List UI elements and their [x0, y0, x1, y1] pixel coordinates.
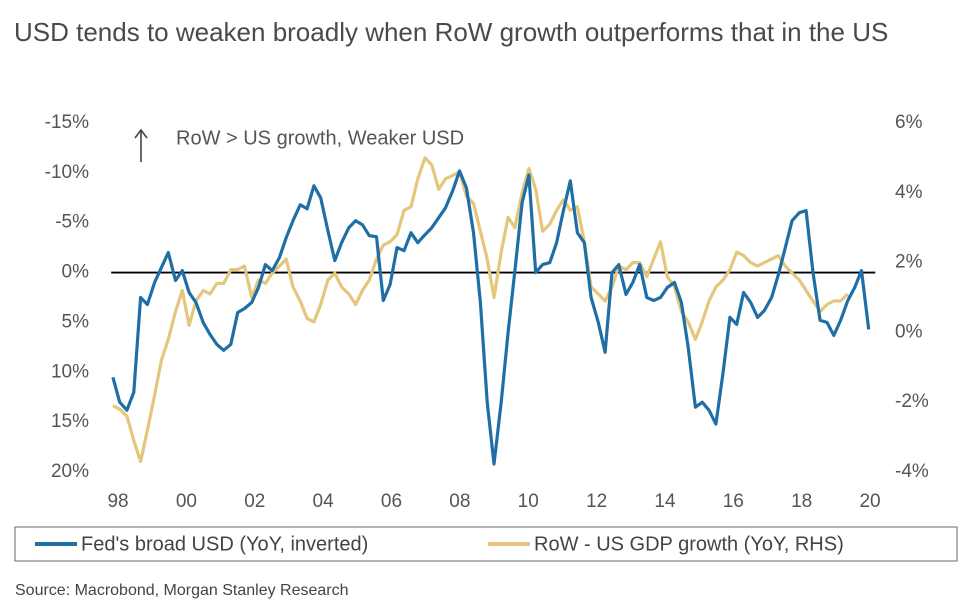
x-tick-label: 20: [859, 491, 880, 512]
y-tick-label: -10%: [45, 162, 89, 183]
y-tick-label: 15%: [51, 411, 89, 432]
chart-title: USD tends to weaken broadly when RoW gro…: [14, 17, 889, 47]
y2-tick-label: -2%: [895, 391, 929, 412]
source: Source: Macrobond, Morgan Stanley Resear…: [15, 582, 349, 599]
x-tick-label: 12: [586, 491, 607, 512]
x-tick-label: 02: [244, 491, 265, 512]
y2-tick-label: -4%: [895, 461, 929, 482]
y-tick-label: 0%: [62, 262, 90, 283]
legend-box: [14, 526, 958, 562]
y-tick-label: -5%: [55, 212, 89, 233]
annotation-arrow: [134, 128, 148, 162]
x-tick-label: 18: [791, 491, 812, 512]
annotation: RoW > US growth, Weaker USD: [176, 127, 464, 149]
series-line: [112, 156, 849, 464]
legend-label: Fed's broad USD (YoY, inverted): [81, 533, 368, 555]
y2-tick-label: 2%: [895, 252, 923, 273]
x-tick-label: 98: [107, 491, 128, 512]
series-line: [111, 169, 871, 466]
x-tick-label: 04: [313, 491, 335, 512]
y2-tick-label: 0%: [895, 321, 923, 342]
x-tick-label: 06: [381, 491, 402, 512]
y2-tick-label: 4%: [895, 182, 923, 203]
x-tick-label: 10: [518, 491, 539, 512]
y-tick-label: 5%: [62, 311, 90, 332]
x-tick-label: 14: [654, 491, 676, 512]
y-tick-label: 20%: [51, 461, 89, 482]
x-tick-label: 08: [449, 491, 470, 512]
x-tick-label: 00: [176, 491, 197, 512]
x-tick-label: 16: [723, 491, 744, 512]
y-tick-label: 10%: [51, 361, 89, 382]
y2-tick-label: 6%: [895, 112, 923, 133]
y-tick-label: -15%: [45, 112, 89, 133]
legend-label: RoW - US GDP growth (YoY, RHS): [534, 533, 844, 555]
